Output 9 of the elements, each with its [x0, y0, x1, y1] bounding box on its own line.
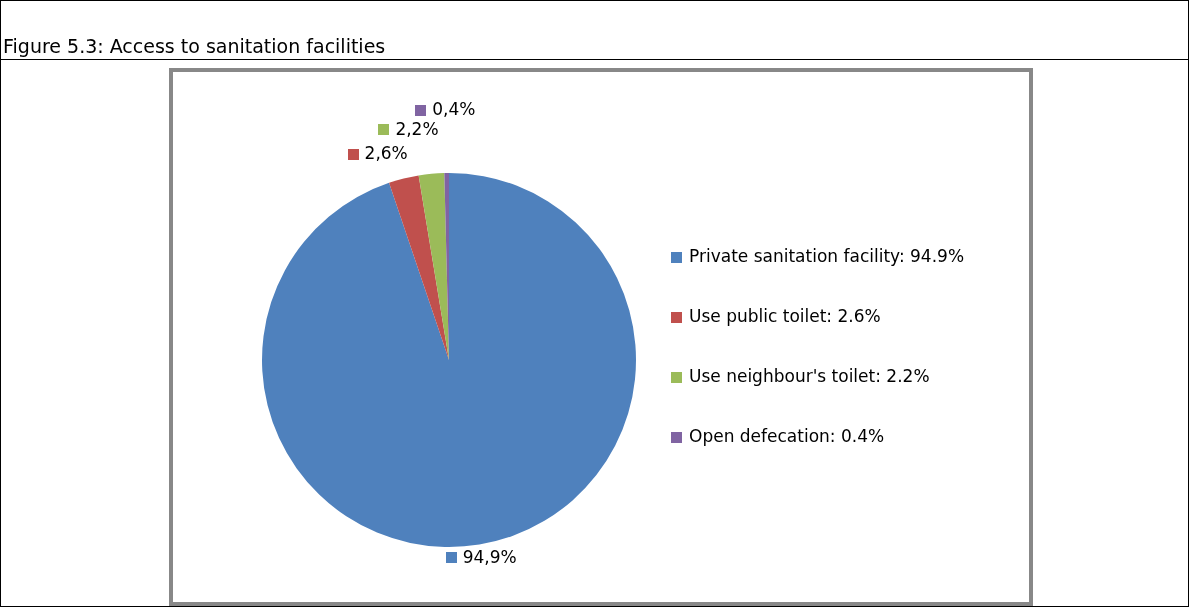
data-label: 94,9%: [462, 546, 517, 567]
chart-title: Figure 5.3: Access to sanitation facilities: [1, 1, 1188, 60]
legend-label: Open defecation: 0.4%: [689, 426, 885, 447]
legend-label: Use neighbour's toilet: 2.2%: [689, 366, 930, 387]
data-label: 0,4%: [432, 99, 476, 120]
data-label: 2,2%: [395, 118, 439, 139]
legend-label: Private sanitation facility: 94.9%: [689, 246, 965, 267]
legend-label: Use public toilet: 2.6%: [689, 306, 881, 327]
data-label: 2,6%: [364, 143, 408, 164]
